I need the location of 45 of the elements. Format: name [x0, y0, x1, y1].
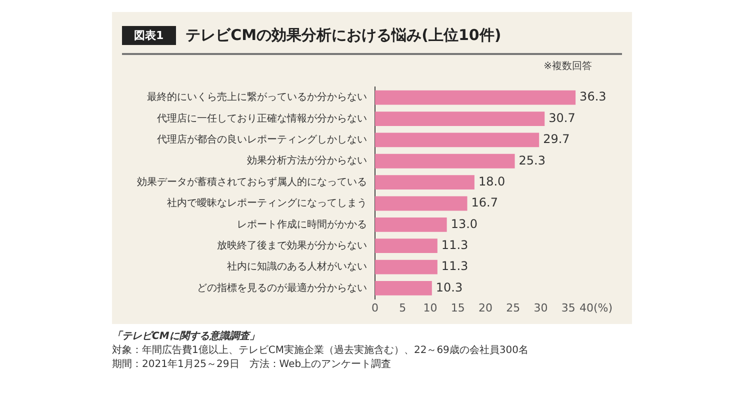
text: 期間：2021年1月25～29日 方法：Web上のアンケート調査	[112, 358, 392, 372]
x-tick-label: 25	[506, 301, 520, 314]
x-tick-label: 20	[478, 301, 492, 314]
y-tick-label: 代理店が都合の良いレポーティングしかしない	[156, 134, 367, 146]
bar	[375, 260, 438, 274]
data-label: 30.7	[548, 110, 576, 125]
y-tick-label: 社内に知識のある人材がいない	[227, 260, 367, 273]
bar	[375, 175, 474, 190]
bar	[375, 281, 432, 296]
y-tick-label: 効果分析方法が分からない	[247, 154, 367, 167]
y-tick-label: どの指標を見るのが最適か分からない	[197, 282, 367, 294]
data-label: 29.7	[543, 132, 570, 146]
x-tick-label: 15	[450, 301, 465, 314]
x-tick-label: 40(%)	[579, 301, 613, 314]
bar	[375, 238, 438, 254]
data-label: 36.3	[580, 90, 606, 104]
y-tick-label: 放映終了後まで効果が分からない	[217, 239, 367, 252]
x-tick-label: 0	[372, 301, 378, 314]
bar	[375, 132, 540, 148]
text: ※複数回答	[542, 60, 593, 73]
bar	[375, 112, 545, 126]
text: 「テレビCMに関する意識調査」	[112, 330, 260, 344]
x-tick-label: 5	[399, 301, 406, 314]
data-label: 16.7	[471, 196, 498, 210]
data-label: 25.3	[518, 153, 546, 168]
x-tick-label: 10	[423, 301, 438, 314]
data-label: 13.0	[450, 216, 478, 231]
y-tick-label: 社内で曖昧なレポーティングになってしまう	[167, 197, 367, 210]
data-label: 10.3	[436, 280, 463, 294]
bar	[375, 90, 576, 105]
y-tick-label: 代理店に一任しており正確な情報が分からない	[156, 112, 367, 124]
data-label: 18.0	[478, 174, 506, 188]
y-tick-label: 最終的にいくら売上に繋がっているか分からない	[147, 91, 367, 104]
bar	[375, 217, 447, 232]
x-tick-label: 30	[534, 301, 548, 314]
bar	[375, 154, 515, 168]
y-tick-label: 効果データが蓄積されておらず属人的になっている	[137, 176, 367, 188]
data-label: 11.3	[441, 259, 468, 274]
text: 対象：年間広告費1億以上、テレビCM実施企業（過去実施含む）、22～69歳の会社員300名	[112, 344, 530, 358]
text: 図表1	[122, 26, 176, 45]
x-tick-label: 35	[561, 301, 576, 314]
y-tick-label: レポート作成に時間がかかる	[237, 218, 367, 230]
data-label: 11.3	[441, 238, 468, 252]
chart-title: テレビCMの効果分析における悩み(上位10件)	[186, 26, 502, 45]
bar	[375, 196, 468, 211]
